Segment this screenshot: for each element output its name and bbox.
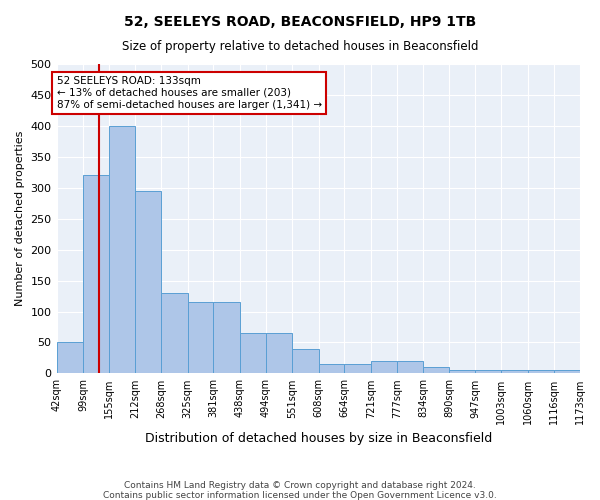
Bar bbox=[161, 293, 188, 374]
Bar bbox=[371, 361, 397, 374]
Bar bbox=[397, 361, 423, 374]
Bar bbox=[135, 191, 161, 374]
Text: 52, SEELEYS ROAD, BEACONSFIELD, HP9 1TB: 52, SEELEYS ROAD, BEACONSFIELD, HP9 1TB bbox=[124, 15, 476, 29]
Bar bbox=[109, 126, 135, 374]
Bar bbox=[449, 370, 475, 374]
Bar bbox=[266, 333, 292, 374]
Bar bbox=[319, 364, 344, 374]
Text: Contains HM Land Registry data © Crown copyright and database right 2024.: Contains HM Land Registry data © Crown c… bbox=[124, 481, 476, 490]
Bar bbox=[475, 370, 502, 374]
Text: 52 SEELEYS ROAD: 133sqm
← 13% of detached houses are smaller (203)
87% of semi-d: 52 SEELEYS ROAD: 133sqm ← 13% of detache… bbox=[56, 76, 322, 110]
Bar bbox=[502, 370, 528, 374]
Bar bbox=[292, 348, 319, 374]
Bar bbox=[528, 370, 554, 374]
Bar bbox=[423, 367, 449, 374]
Text: Contains public sector information licensed under the Open Government Licence v3: Contains public sector information licen… bbox=[103, 491, 497, 500]
Bar bbox=[240, 333, 266, 374]
Y-axis label: Number of detached properties: Number of detached properties bbox=[15, 131, 25, 306]
Bar bbox=[344, 364, 371, 374]
Bar bbox=[56, 342, 83, 374]
Bar bbox=[554, 370, 580, 374]
Bar bbox=[188, 302, 214, 374]
Bar bbox=[83, 176, 109, 374]
Bar bbox=[214, 302, 240, 374]
Text: Size of property relative to detached houses in Beaconsfield: Size of property relative to detached ho… bbox=[122, 40, 478, 53]
X-axis label: Distribution of detached houses by size in Beaconsfield: Distribution of detached houses by size … bbox=[145, 432, 492, 445]
